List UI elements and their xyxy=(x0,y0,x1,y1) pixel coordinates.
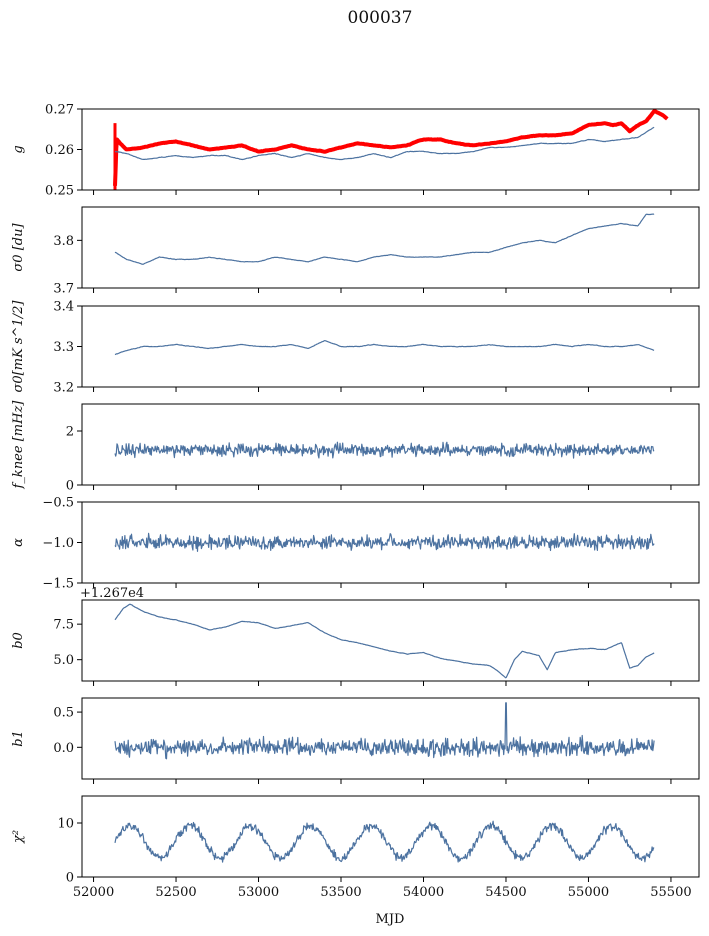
y-axis-label: f_knee [mHz] xyxy=(11,400,26,490)
blue-series-line xyxy=(114,532,655,552)
subplot-5: −1.5 −1.0 −0.5 α xyxy=(11,496,700,592)
axes-frame xyxy=(81,599,700,682)
y-tick-label: 0.26 xyxy=(45,143,74,158)
series-group xyxy=(113,109,669,190)
y-tick-label: 3.8 xyxy=(53,234,74,249)
blue-series-line xyxy=(114,340,655,356)
y-axis-label: σ0 [du] xyxy=(11,223,26,272)
red-series-line xyxy=(113,109,669,186)
y-tick-label: 3.3 xyxy=(53,340,74,355)
x-tick-label: 55000 xyxy=(568,885,609,900)
y-tick-label: 0 xyxy=(66,871,74,886)
x-tick-label: 52500 xyxy=(155,885,196,900)
subplot-3: 3.2 3.3 3.4 σ0[mK s^1/2] xyxy=(11,300,700,396)
blue-series-line xyxy=(114,603,655,679)
x-tick-label: 55500 xyxy=(650,885,691,900)
subplot-2: 3.7 3.8 σ0 [du] xyxy=(11,206,700,297)
y-tick-label: 3.4 xyxy=(53,300,74,315)
y-tick-label: 5.0 xyxy=(53,653,74,668)
x-tick-label: 54500 xyxy=(485,885,526,900)
blue-series-line xyxy=(114,126,655,161)
blue-series-line xyxy=(114,441,655,459)
subplot-8: 0 10 52000 52500 53000 53500 54000 54500 55000 55… xyxy=(11,795,700,900)
subplot-6: 5.0 7.5 +1.267e4 b0 xyxy=(11,586,700,686)
y-axis-label: α xyxy=(11,538,26,547)
series-group xyxy=(114,340,655,356)
axes-frame xyxy=(81,206,700,289)
subplot-stack: 0.25 0.26 0.27 g 3.7 3.8 σ0 [du] 3.2 3.3 3.4 σ0[mK… xyxy=(11,103,700,900)
subplot-4: 0 2 f_knee [mHz] xyxy=(11,400,700,494)
series-group xyxy=(114,213,655,265)
axes-frame xyxy=(81,403,700,486)
subplot-1: 0.25 0.26 0.27 g xyxy=(11,103,700,199)
x-tick-label: 53500 xyxy=(320,885,361,900)
y-tick-label: 0 xyxy=(66,479,74,494)
y-axis-label: σ0[mK s^1/2] xyxy=(11,300,26,393)
y-tick-label: 7.5 xyxy=(53,618,74,633)
series-group xyxy=(114,532,655,552)
x-tick-label: 53000 xyxy=(238,885,279,900)
y-tick-label: 3.2 xyxy=(53,381,74,396)
axes-frame xyxy=(81,697,700,780)
y-tick-label: 0.0 xyxy=(53,741,74,756)
series-group xyxy=(114,441,655,459)
y-tick-label: 2 xyxy=(66,425,74,440)
x-tick-label: 52000 xyxy=(73,885,114,900)
series-group xyxy=(114,702,655,760)
y-tick-label: −0.5 xyxy=(42,496,74,511)
blue-series-line xyxy=(114,820,655,863)
offset-label: +1.267e4 xyxy=(80,586,144,601)
blue-series-line xyxy=(114,213,655,265)
y-tick-label: 0.25 xyxy=(45,184,74,199)
series-group xyxy=(114,820,655,863)
series-group xyxy=(114,603,655,679)
y-axis-label: b1 xyxy=(11,730,26,747)
subplot-7: 0.0 0.5 b1 xyxy=(11,697,700,784)
x-tick-label: 54000 xyxy=(403,885,444,900)
axes-frame xyxy=(81,795,700,878)
y-axis-label: b0 xyxy=(11,632,26,649)
x-axis-label: MJD xyxy=(376,912,405,927)
y-axis-label: g xyxy=(11,145,26,153)
y-tick-label: 0.5 xyxy=(53,706,74,721)
y-tick-label: 0.27 xyxy=(45,103,74,118)
blue-series-line xyxy=(114,702,655,760)
y-axis-label: χ² xyxy=(11,830,26,844)
axes-frame xyxy=(81,108,700,191)
y-tick-label: 3.7 xyxy=(53,282,74,297)
y-tick-label: −1.0 xyxy=(42,536,74,551)
figure-title: 000037 xyxy=(348,8,413,28)
y-tick-label: 10 xyxy=(57,817,74,832)
y-tick-label: −1.5 xyxy=(42,577,74,592)
